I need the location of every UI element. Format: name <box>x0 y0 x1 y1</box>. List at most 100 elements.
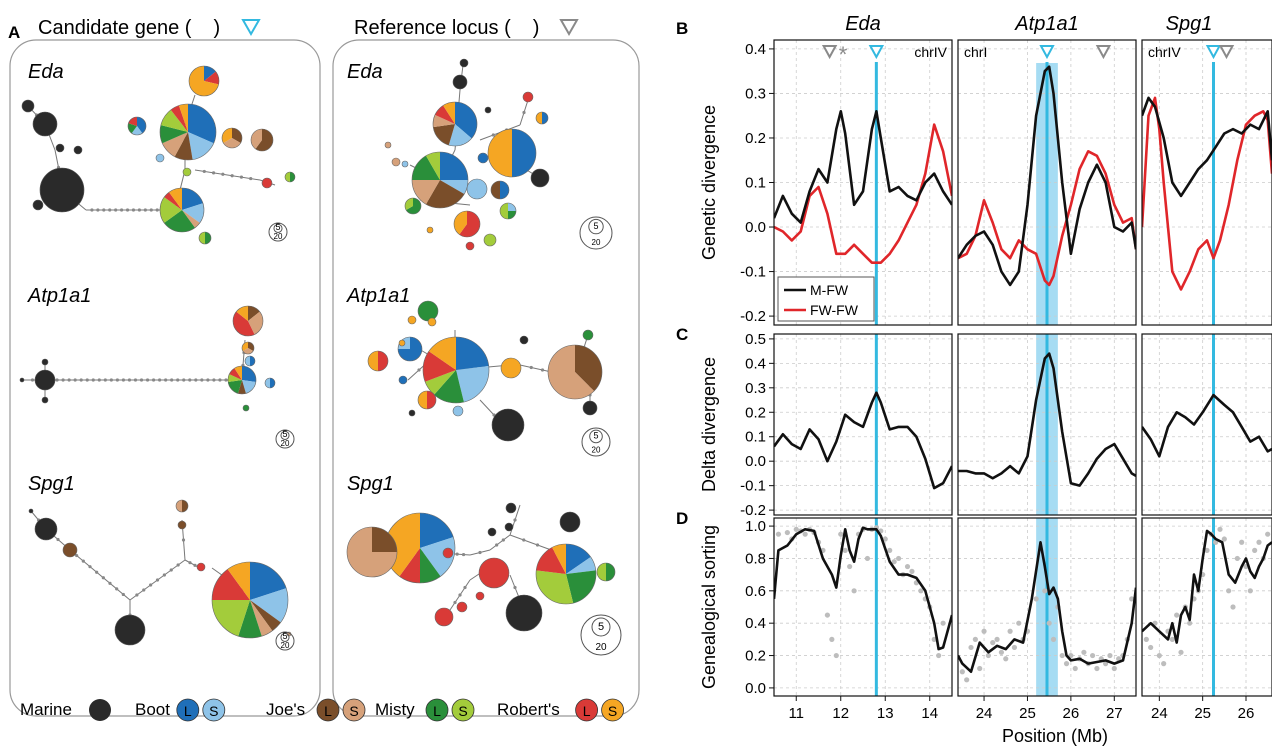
panel-a: A Candidate gene () Reference locus () E… <box>8 17 640 717</box>
hap-eda-r-pie5 <box>490 180 510 200</box>
hap-eda-c-pie1-slice <box>182 210 200 228</box>
facet-c-eda <box>774 334 952 515</box>
gsi-point <box>1003 656 1009 662</box>
hap-spg-c-pie3 <box>196 562 206 572</box>
network-node-dot <box>121 592 125 597</box>
gsi-point <box>842 547 848 553</box>
network-node-dot <box>145 378 150 382</box>
gsi-point <box>1072 665 1078 672</box>
hap-eda-r-pie7-slice <box>508 211 516 219</box>
hap-atp-c-pie6 <box>242 404 250 412</box>
network-node-dot <box>85 378 89 382</box>
hap-eda-r-m3-fill <box>484 106 492 114</box>
hap-spg-r-pie9-outline <box>475 591 485 601</box>
hap-atp-c-pie2-slice <box>248 306 260 321</box>
hap-atp-c-m3 <box>19 377 25 383</box>
hap-eda-c-pie8-outline <box>261 177 273 189</box>
gsi-point <box>1068 652 1074 659</box>
x-tick-label: 14 <box>921 705 938 722</box>
hap-spg-r-m2 <box>559 511 581 533</box>
hap-atp-r-pie3-outline <box>367 350 389 372</box>
hap-eda-r-pie6-slice <box>459 211 480 238</box>
gsi-point <box>1247 588 1253 594</box>
network-node-dot <box>115 378 119 382</box>
size-scale-small-label: 5 <box>282 429 287 439</box>
network-node-dot <box>149 208 153 212</box>
network-node-dot <box>463 585 467 590</box>
legend-swatch-l-text: L <box>184 703 192 719</box>
hap-atp-r-pie4 <box>417 300 439 322</box>
gsi-point <box>851 588 857 594</box>
network-node-dot <box>170 378 174 382</box>
x-tick-label: 24 <box>976 705 993 722</box>
size-scale-outer <box>275 631 295 651</box>
gsi-point <box>887 547 893 553</box>
hap-atp-r-pie4-slice <box>418 301 438 321</box>
gsi-point <box>847 563 853 570</box>
facet-frame <box>1141 39 1272 326</box>
hap-eda-r-pie7 <box>499 202 517 220</box>
network-node-dot <box>212 378 216 382</box>
hap-eda-r-pie11-outline <box>384 141 392 149</box>
hap-atp-c-pie1-slice <box>238 380 246 394</box>
hap-eda-r-pie1-outline <box>432 101 478 147</box>
hap-spg-r-pie9 <box>475 591 485 601</box>
hap-eda-c-pie8 <box>261 177 273 189</box>
hap-eda-c-pie9 <box>198 231 212 245</box>
hap-eda-c-m3-fill <box>55 143 65 153</box>
x-tick-label: 26 <box>1063 705 1080 722</box>
gsi-point <box>1042 588 1048 594</box>
hap-eda-r-pie5-slice <box>491 181 500 199</box>
network-node-dot <box>97 378 101 382</box>
network-node-dot <box>522 110 526 115</box>
gsi-smoothed-line <box>958 541 1136 673</box>
hap-eda-c-pie1-slice <box>164 210 195 232</box>
hap-spg-r-pie1-slice <box>420 513 454 548</box>
y-tick-label: 0.0 <box>745 680 766 697</box>
size-scale: 520 <box>275 631 295 651</box>
gsi-point <box>1046 620 1052 626</box>
network-node-dot <box>101 576 105 580</box>
hap-atp-c-pie1-slice <box>242 366 256 382</box>
hap-atp-c-pie2-slice <box>236 306 248 321</box>
hap-eda-r-m4 <box>530 168 550 188</box>
hap-eda-r-pie7-outline <box>499 202 517 220</box>
series-line-m-fw <box>958 65 1136 287</box>
legend-swatch-l-text: L <box>583 703 591 719</box>
facet-frame <box>957 517 1137 697</box>
network-node-dot <box>162 573 166 577</box>
hap-eda-r-m1 <box>459 58 469 68</box>
gsi-point <box>1011 644 1018 651</box>
network-node-dot <box>143 208 147 212</box>
hap-spg-r-m5-fill <box>504 522 514 532</box>
network-node-dot <box>182 378 186 382</box>
network-node-dot <box>218 378 222 382</box>
hap-eda-c-m1 <box>21 99 35 113</box>
series-legend: M-FW FW-FW <box>777 276 875 322</box>
y-tick-label: 0.0 <box>745 219 766 236</box>
network-node-dot <box>95 570 99 574</box>
delta-divergence-line <box>1142 393 1272 458</box>
gsi-point <box>1252 547 1258 553</box>
legend-swatch-s <box>601 698 624 722</box>
hap-spg-c-pie1-slice <box>176 500 182 512</box>
y-tick-label: 0.0 <box>745 453 766 470</box>
hap-spg-r-pie2-slice <box>372 527 397 552</box>
hap-atp-r-pie2-outline <box>397 336 423 362</box>
hap-eda-c-pie2-slice <box>188 132 214 160</box>
network-node-dot <box>55 378 59 382</box>
hap-eda-r-pie2-slice <box>426 180 465 209</box>
size-scale: 520 <box>275 429 295 449</box>
hap-spg-c-pie2-outline <box>177 520 187 530</box>
legend-swatch-l <box>316 698 340 722</box>
hap-spg-c-pie1 <box>175 499 189 513</box>
hap-eda-c-m4 <box>73 145 83 155</box>
hap-spg-c-joes-outline <box>62 542 78 558</box>
legend-swatch-s-text: S <box>458 703 467 719</box>
hap-atp-r-pie5-outline <box>500 357 522 379</box>
size-scale-large-label: 20 <box>592 238 601 247</box>
hap-atp-r-m1-fill <box>491 408 525 442</box>
hap-eda-c-pie10-outline <box>182 167 192 177</box>
y-tick-label: 0.1 <box>745 175 766 192</box>
hap-atp-r-pie1-outline <box>422 336 490 404</box>
